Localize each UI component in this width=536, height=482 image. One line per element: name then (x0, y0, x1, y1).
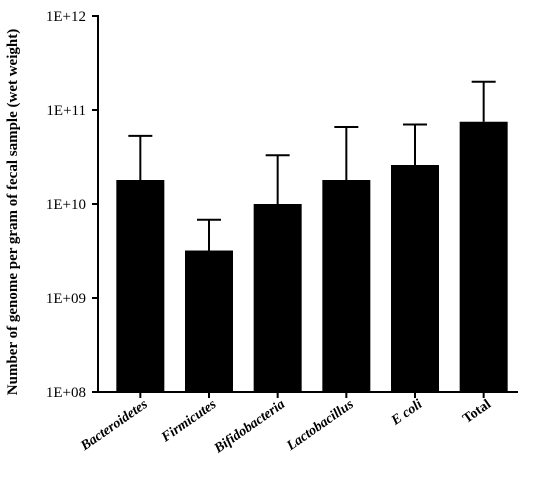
x-category-label: Lactobacillus (283, 397, 357, 455)
x-category-label: Bacteroidetes (78, 397, 152, 455)
x-category-label: Bifidobacteria (211, 397, 288, 457)
x-labels-layer: Bacteroidetes FirmicutesBifidobacteriaLac… (78, 392, 494, 457)
y-ticks-layer: 1E+08 1E+09 1E+10 1E+11 1E+12 (46, 9, 98, 401)
y-tick-label: 1E+09 (46, 291, 86, 307)
y-tick-label: 1E+12 (46, 9, 86, 25)
y-tick-label: 1E+11 (46, 103, 86, 119)
x-category-label: E coli (388, 397, 425, 429)
y-tick-label: 1E+10 (46, 197, 86, 213)
bar (116, 180, 165, 392)
y-axis-title-group: Number of genome per gram of fecal sampl… (5, 29, 21, 395)
bar (459, 121, 508, 393)
x-category-label: Firmicutes (158, 397, 219, 446)
error-bars-layer (128, 80, 496, 251)
y-tick-label: 1E+08 (46, 385, 86, 401)
bar (185, 250, 233, 392)
y-axis-title: Number of genome per gram of fecal sampl… (5, 29, 21, 395)
bars-layer (116, 121, 508, 393)
bar (322, 180, 371, 392)
bar (391, 164, 439, 392)
bar (253, 204, 302, 392)
x-category-label: Total (460, 397, 494, 427)
